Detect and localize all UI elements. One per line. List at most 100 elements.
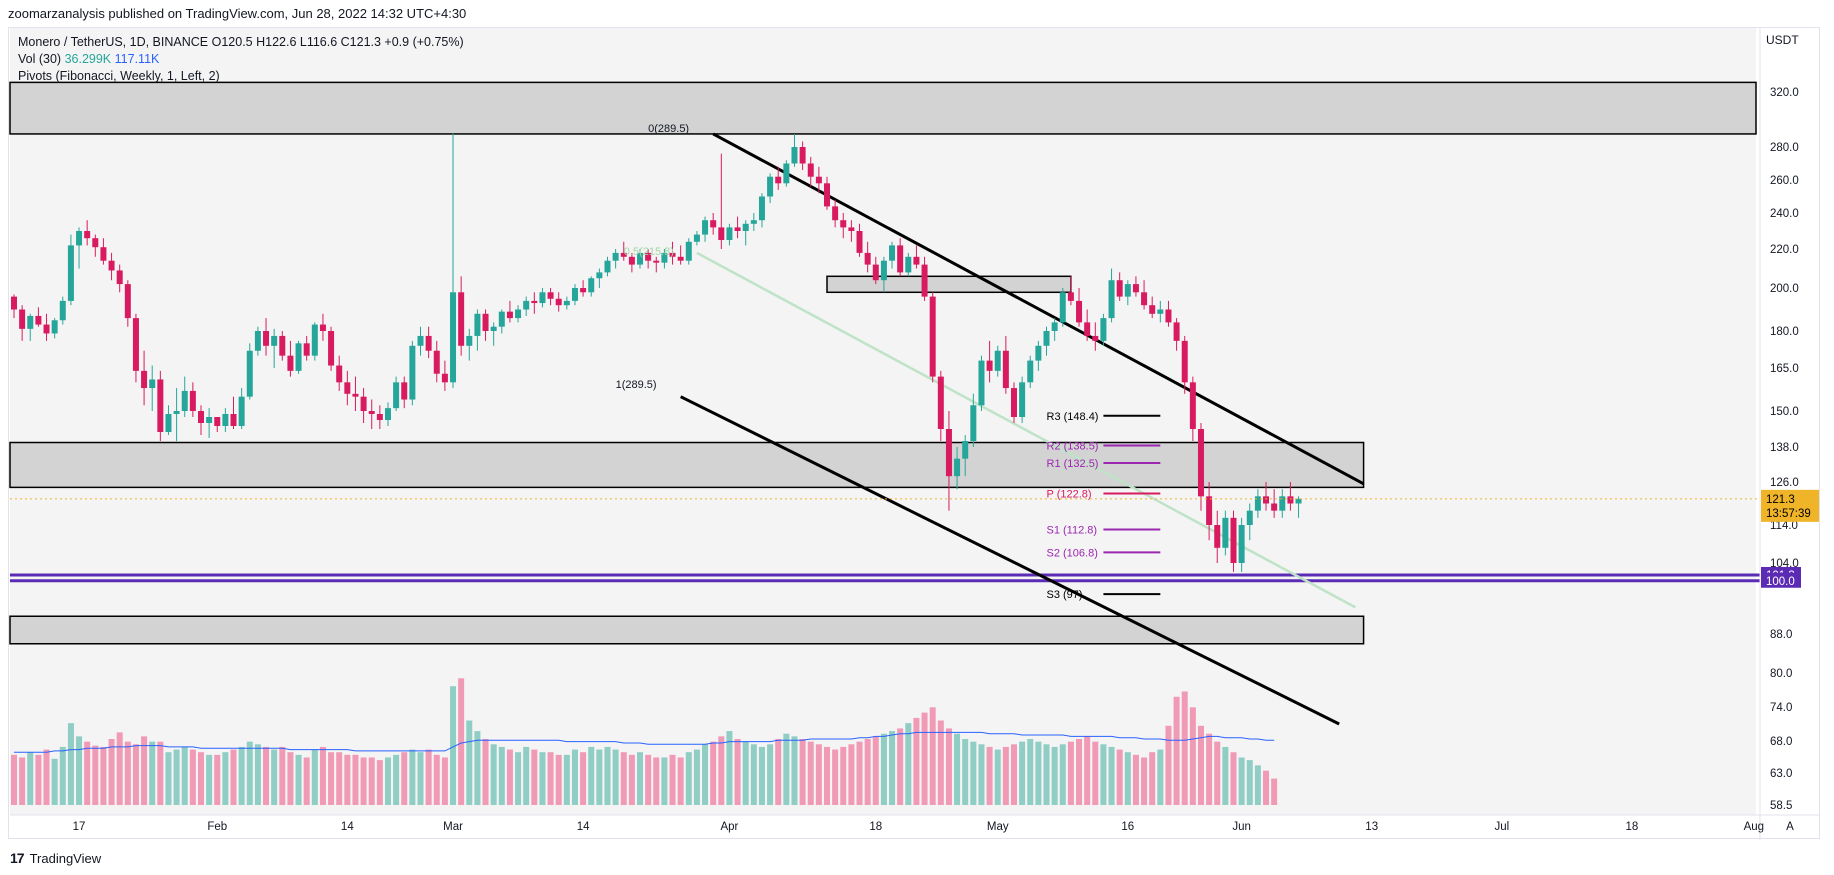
volume-label[interactable]: Vol (30) — [18, 52, 62, 66]
volume-bar — [604, 746, 611, 805]
candle-body — [279, 335, 286, 356]
candle-body — [1100, 318, 1107, 341]
symbol-name[interactable]: Monero / TetherUS, 1D, BINANCE — [18, 35, 209, 49]
volume-bar — [628, 754, 635, 805]
candle-body — [571, 288, 578, 301]
volume-bar — [181, 746, 188, 805]
support-price-tag — [1761, 572, 1801, 588]
candle-body — [1124, 284, 1131, 297]
volume-bar — [864, 739, 871, 805]
pivots-label[interactable]: Pivots (Fibonacci, Weekly, 1, Left, 2) — [18, 69, 220, 83]
candle-body — [767, 176, 774, 197]
candle-body — [1067, 292, 1074, 301]
volume-bar — [173, 749, 180, 805]
volume-bar — [1002, 746, 1009, 805]
y-tick-label: 88.0 — [1770, 629, 1792, 641]
candle-body — [815, 176, 822, 184]
candle-body — [295, 343, 302, 371]
volume-bar — [401, 752, 408, 805]
volume-bar — [937, 720, 944, 805]
candle-body — [189, 390, 196, 411]
candle-body — [498, 311, 505, 327]
volume-bar — [653, 757, 660, 805]
volume-bar — [954, 733, 961, 805]
candle-body — [1295, 498, 1302, 504]
y-tick-label: 126.0 — [1770, 477, 1799, 489]
candle-body — [710, 220, 717, 228]
volume-bar — [238, 746, 245, 805]
volume-bar — [913, 717, 920, 805]
volume-bar — [596, 749, 603, 805]
volume-bar — [824, 746, 830, 805]
volume-bar — [76, 736, 83, 805]
volume-bar — [767, 744, 774, 805]
volume-bar — [43, 749, 50, 805]
y-tick-label: 138.0 — [1770, 442, 1799, 454]
volume-bar — [498, 746, 505, 805]
candle-body — [807, 163, 814, 177]
volume-bar — [897, 728, 904, 805]
candle-body — [222, 414, 229, 426]
candle-body — [409, 345, 416, 400]
volume-bar — [311, 749, 318, 805]
y-tick-label: 220.0 — [1770, 244, 1799, 256]
tradingview-brand[interactable]: 17 TradingView — [10, 850, 101, 866]
volume-bar — [775, 739, 782, 805]
candle-body — [1149, 305, 1156, 314]
volume-bar — [1238, 757, 1245, 805]
volume-bar — [263, 746, 270, 805]
candle-body — [945, 429, 952, 477]
candle-body — [441, 373, 448, 383]
candle-body — [417, 335, 424, 346]
candle-body — [319, 324, 326, 331]
candle-body — [35, 315, 42, 325]
candle-body — [669, 252, 676, 257]
volume-bar — [962, 739, 969, 805]
volume-bar — [1246, 760, 1253, 805]
ohlc-values: O120.5 H122.6 L116.6 C121.3 +0.9 (+0.75%… — [211, 35, 464, 49]
volume-bar — [336, 752, 343, 805]
candle-body — [889, 245, 896, 261]
volume-bar — [279, 746, 286, 805]
candle-body — [555, 298, 562, 306]
volume-bar — [1230, 752, 1237, 805]
candle-body — [661, 252, 668, 263]
candle-body — [954, 458, 961, 477]
volume-bar — [580, 752, 587, 805]
candle-body — [466, 335, 473, 346]
candle-body — [970, 405, 977, 441]
volume-bar — [11, 754, 17, 805]
volume-bar — [970, 741, 977, 805]
candle-body — [384, 408, 391, 420]
candle-body — [116, 270, 123, 285]
candle-body — [1246, 510, 1253, 525]
candle-body — [880, 260, 887, 281]
volume-ma-value: 117.11K — [114, 52, 160, 66]
volume-bar — [669, 754, 676, 805]
auto-scale-button[interactable]: A — [1786, 821, 1794, 833]
x-tick-label: Jul — [1494, 821, 1509, 833]
candle-body — [360, 396, 367, 411]
candle-body — [637, 252, 644, 265]
current-price-tag — [1761, 489, 1819, 522]
candle-body — [1059, 292, 1066, 323]
volume-bar — [1116, 749, 1123, 805]
volume-bar — [360, 757, 367, 805]
candle-body — [474, 313, 481, 336]
candle-body — [100, 247, 107, 261]
candle-body — [1141, 292, 1148, 306]
x-tick-label: 18 — [869, 821, 882, 833]
volume-bar — [108, 739, 115, 805]
symbol-line: Monero / TetherUS, 1D, BINANCE O120.5 H1… — [18, 34, 464, 51]
candle-body — [758, 196, 765, 221]
candle-body — [856, 231, 863, 253]
candle-body — [92, 238, 99, 248]
candle-body — [230, 414, 237, 426]
volume-bar — [531, 749, 538, 805]
volume-bar — [645, 754, 652, 805]
y-tick-label: 165.0 — [1770, 363, 1799, 375]
candle-body — [1132, 284, 1139, 293]
volume-bar — [1132, 754, 1139, 805]
supply-demand-zone — [826, 275, 1072, 294]
